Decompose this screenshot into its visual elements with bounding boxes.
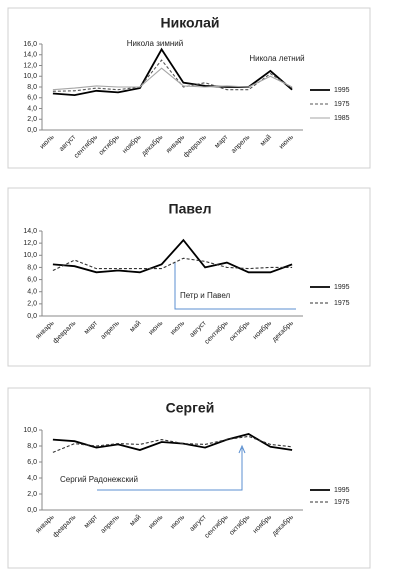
y-tick-label: 10,0	[23, 73, 37, 80]
y-tick-label: 16,0	[23, 41, 37, 48]
x-tick-label: май	[128, 319, 143, 334]
x-tick-label: январь	[165, 134, 186, 155]
x-tick-label: март	[83, 319, 100, 336]
x-tick-label: сентябрь	[72, 133, 99, 160]
annotation: Сергий Радонежский	[60, 475, 138, 484]
annotation-arrow	[97, 448, 243, 491]
x-tick-label: март	[83, 513, 100, 530]
y-tick-label: 4,0	[27, 105, 37, 112]
annotation: Петр и Павел	[180, 291, 231, 300]
x-tick-label: апрель	[100, 320, 121, 341]
chart-title: Павел	[169, 201, 212, 217]
legend-label: 1995	[334, 487, 350, 494]
series-line	[52, 59, 293, 92]
x-tick-label: июнь	[278, 134, 295, 151]
chart-title: Сергей	[166, 400, 215, 416]
y-tick-label: 10,0	[23, 252, 37, 259]
series-line	[52, 47, 293, 97]
x-tick-label: декабрь	[270, 513, 295, 538]
legend-label: 1995	[334, 284, 350, 291]
legend-label: 1975	[334, 300, 350, 307]
y-tick-label: 10,0	[23, 427, 37, 434]
legend-label: 1985	[334, 115, 350, 122]
x-tick-label: октябрь	[97, 133, 121, 157]
x-tick-label: август	[189, 319, 209, 339]
legend-label: 1975	[334, 499, 350, 506]
x-tick-label: ноябрь	[251, 319, 273, 341]
chart-title: Николай	[160, 15, 219, 31]
x-tick-label: май	[259, 133, 274, 148]
x-tick-label: июнь	[148, 320, 165, 337]
x-tick-label: апрель	[100, 514, 121, 535]
x-tick-label: июль	[169, 514, 186, 531]
x-tick-label: сентябрь	[203, 513, 230, 540]
y-tick-label: 8,0	[27, 443, 37, 450]
y-tick-label: 14,0	[23, 228, 37, 235]
x-tick-label: август	[189, 513, 209, 533]
x-tick-label: ноябрь	[121, 133, 143, 155]
y-tick-label: 0,0	[27, 313, 37, 320]
y-tick-label: 12,0	[23, 62, 37, 69]
x-tick-label: январь	[35, 320, 56, 341]
annotation-box	[174, 262, 296, 310]
series-line	[52, 257, 293, 271]
x-tick-label: февраль	[182, 134, 208, 160]
series-line	[52, 67, 293, 91]
y-tick-label: 12,0	[23, 240, 37, 247]
annotation: Никола зимний	[127, 39, 183, 48]
x-tick-label: февраль	[52, 320, 78, 346]
x-tick-label: февраль	[52, 514, 78, 540]
series-line	[52, 433, 293, 451]
annotation: Никола летний	[249, 54, 304, 63]
y-tick-label: 2,0	[27, 301, 37, 308]
x-tick-label: март	[214, 133, 231, 150]
series-line	[52, 238, 293, 274]
x-tick-label: октябрь	[228, 513, 252, 537]
x-tick-label: декабрь	[270, 319, 295, 344]
y-tick-label: 4,0	[27, 289, 37, 296]
chart-frame	[7, 387, 371, 569]
x-tick-label: июль	[169, 320, 186, 337]
x-tick-label: май	[128, 513, 143, 528]
x-tick-label: июнь	[148, 514, 165, 531]
x-tick-label: август	[58, 133, 78, 153]
y-tick-label: 14,0	[23, 52, 37, 59]
x-tick-label: апрель	[230, 134, 251, 155]
y-tick-label: 6,0	[27, 95, 37, 102]
x-tick-label: декабрь	[140, 133, 165, 158]
x-tick-label: сентябрь	[203, 319, 230, 346]
y-tick-label: 0,0	[27, 127, 37, 134]
y-tick-label: 2,0	[27, 491, 37, 498]
x-tick-label: июль	[39, 134, 56, 151]
series-line	[52, 435, 293, 453]
y-tick-label: 8,0	[27, 264, 37, 271]
x-tick-label: ноябрь	[251, 513, 273, 535]
x-tick-label: январь	[35, 514, 56, 535]
y-tick-label: 0,0	[27, 507, 37, 514]
chart-frame	[7, 187, 371, 367]
x-tick-label: октябрь	[228, 319, 252, 343]
chart-frame	[7, 7, 371, 169]
legend-label: 1995	[334, 87, 350, 94]
y-tick-label: 2,0	[27, 116, 37, 123]
arrow-head	[238, 444, 246, 454]
legend-label: 1975	[334, 101, 350, 108]
y-tick-label: 6,0	[27, 276, 37, 283]
y-tick-label: 8,0	[27, 84, 37, 91]
y-tick-label: 4,0	[27, 475, 37, 482]
y-tick-label: 6,0	[27, 459, 37, 466]
